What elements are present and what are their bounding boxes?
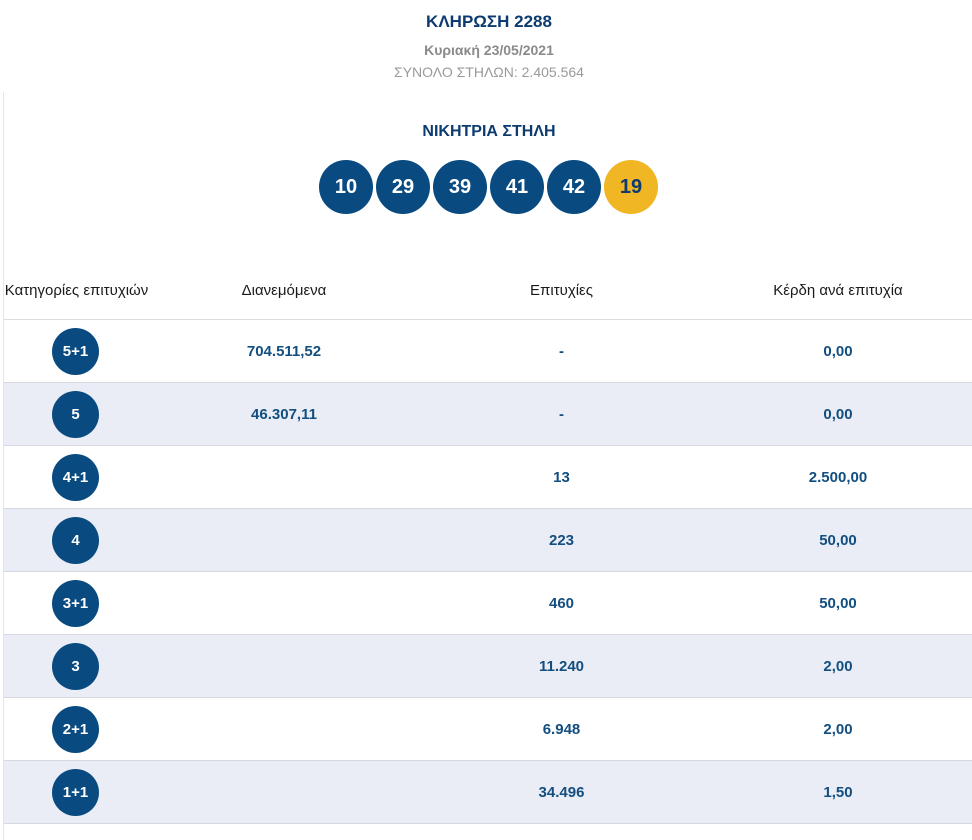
category-badge: 3+1 [52, 580, 99, 627]
results-table-header: Κατηγορίες επιτυχιών Διανεμόμενα Επιτυχί… [4, 262, 972, 321]
category-badge: 5+1 [52, 328, 99, 375]
draw-date: Κυριακή 23/05/2021 [424, 42, 554, 58]
prize-per-winner: 0,00 [823, 405, 853, 423]
table-row: 5+1 704.511,52 - 0,00 [4, 320, 972, 383]
number-ball: 10 [319, 160, 373, 214]
winning-numbers: 10 29 39 41 42 19 [319, 160, 658, 214]
category-badge: 2+1 [52, 706, 99, 753]
results-table-body: 5+1 704.511,52 - 0,00 5 46.307,11 - 0,00… [4, 320, 972, 824]
distributed-amount [149, 572, 419, 634]
distributed-amount [149, 761, 419, 823]
distributed-amount: 704.511,52 [246, 342, 322, 360]
category-badge: 1+1 [52, 769, 99, 816]
header-distributed: Διανεμόμενα [241, 282, 327, 299]
category-badge: 3 [52, 643, 99, 690]
prize-per-winner: 2.500,00 [808, 468, 868, 486]
header-prize: Κέρδη ανά επιτυχία [773, 282, 903, 299]
prize-per-winner: 50,00 [819, 531, 857, 549]
winners-count: 13 [553, 468, 570, 486]
table-row: 2+1 6.948 2,00 [4, 698, 972, 761]
prize-per-winner: 1,50 [823, 783, 853, 801]
distributed-amount [149, 698, 419, 760]
prize-per-winner: 2,00 [823, 720, 853, 738]
winners-count: 223 [548, 531, 575, 549]
table-row: 5 46.307,11 - 0,00 [4, 383, 972, 446]
joker-ball: 19 [604, 160, 658, 214]
table-row: 3 11.240 2,00 [4, 635, 972, 698]
prize-per-winner: 2,00 [823, 657, 853, 675]
winners-count: 34.496 [538, 783, 585, 801]
prize-per-winner: 0,00 [823, 342, 853, 360]
header-winners: Επιτυχίες [530, 282, 593, 299]
panel-border [3, 92, 4, 840]
category-badge: 4+1 [52, 454, 99, 501]
table-row: 1+1 34.496 1,50 [4, 761, 972, 824]
prize-per-winner: 50,00 [819, 594, 857, 612]
number-ball: 42 [547, 160, 601, 214]
table-row: 4 223 50,00 [4, 509, 972, 572]
winners-count: 11.240 [538, 657, 585, 675]
distributed-amount [149, 635, 419, 697]
table-row: 3+1 460 50,00 [4, 572, 972, 635]
category-badge: 4 [52, 517, 99, 564]
winners-count: 6.948 [542, 720, 581, 738]
number-ball: 39 [433, 160, 487, 214]
category-badge: 5 [52, 391, 99, 438]
distributed-amount: 46.307,11 [251, 405, 317, 423]
winning-column-heading: ΝΙΚΗΤΡΙΑ ΣΤΗΛΗ [422, 123, 556, 140]
draw-title: ΚΛΗΡΩΣΗ 2288 [426, 12, 552, 31]
table-row: 4+1 13 2.500,00 [4, 446, 972, 509]
number-ball: 29 [376, 160, 430, 214]
distributed-amount [149, 446, 419, 508]
winners-count: - [559, 405, 564, 423]
winners-count: 460 [548, 594, 575, 612]
header-category: Κατηγορίες επιτυχιών [4, 282, 149, 299]
winners-count: - [559, 342, 564, 360]
number-ball: 41 [490, 160, 544, 214]
distributed-amount [149, 509, 419, 571]
total-columns: ΣΥΝΟΛΟ ΣΤΗΛΩΝ: 2.405.564 [394, 64, 584, 80]
